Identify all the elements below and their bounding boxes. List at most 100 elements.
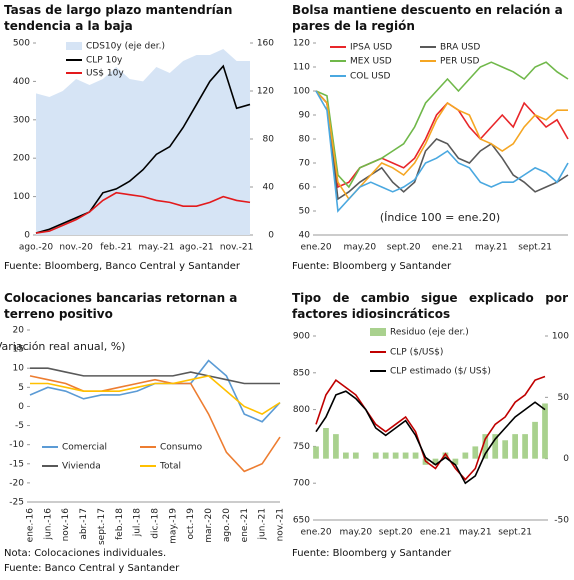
y-tick-label: 650	[293, 516, 310, 526]
line	[315, 90, 568, 201]
y2-tick-label: 80	[263, 135, 275, 145]
y-tick-label: 750	[293, 442, 310, 452]
legend-swatch	[66, 42, 82, 50]
y-tick-label: 800	[293, 405, 310, 415]
x-tick-label: jun.-16	[43, 508, 53, 541]
legend-swatch	[370, 328, 386, 336]
y-tick-label: 400	[13, 77, 30, 87]
y2-tick-label: 120	[257, 87, 274, 97]
legend-label: BRA USD	[440, 43, 480, 53]
area	[36, 49, 250, 235]
bar	[412, 452, 419, 459]
y-tick-label: 850	[293, 368, 310, 378]
legend-label: MEX USD	[350, 57, 392, 67]
y-tick-label: 15	[13, 345, 24, 355]
line	[29, 359, 281, 423]
chart-title: Tasas de largo plazo mantendrían tendenc…	[4, 3, 233, 33]
bar	[522, 434, 528, 459]
y-tick-label: 80	[299, 135, 311, 145]
x-tick-label: feb.-18	[115, 508, 125, 540]
source: Fuente: Bloomberg y Santander	[292, 548, 452, 559]
x-tick-label: oct.-19	[186, 508, 196, 540]
bar	[502, 440, 509, 459]
y-tick-label: 500	[13, 39, 30, 49]
y-tick-label: 700	[293, 479, 310, 489]
bar	[512, 434, 518, 459]
x-tick-label: may.-21	[138, 243, 174, 253]
legend-label: PER USD	[440, 57, 480, 67]
x-tick-label: ene.20	[300, 243, 331, 253]
y-tick-label: 20	[13, 326, 25, 336]
legend-label: Consumo	[160, 443, 203, 453]
bar	[432, 458, 439, 465]
legend-label: Comercial	[62, 443, 107, 453]
x-tick-label: ago.-20	[19, 243, 53, 253]
x-tick-label: may.-19	[168, 508, 178, 544]
x-tick-label: ene.20	[300, 528, 331, 538]
y-tick-label: 300	[13, 115, 30, 125]
y-tick-label: 120	[293, 39, 310, 49]
x-tick-label: jun.-21	[258, 508, 268, 540]
bar	[382, 452, 389, 459]
line	[315, 90, 569, 201]
x-tick-label: nov.-16	[61, 508, 71, 542]
x-tick-label: sept.21	[498, 528, 532, 538]
bar	[352, 452, 359, 459]
bar	[392, 452, 399, 459]
x-tick-label: nov.-21	[220, 243, 253, 253]
x-tick-label: sept.-17	[97, 508, 107, 545]
x-tick-label: may.21	[459, 528, 492, 538]
bar	[532, 421, 538, 459]
bar	[333, 434, 339, 459]
y-tick-label: 0	[24, 231, 30, 241]
bar	[482, 434, 489, 459]
x-tick-label: dic.-18	[151, 508, 161, 539]
line	[29, 375, 281, 473]
x-tick-label: ene.21	[432, 243, 463, 253]
x-tick-label: abr.-17	[79, 508, 89, 540]
y-tick-label: 900	[293, 332, 310, 342]
legend-label: Vivienda	[62, 462, 101, 472]
y-tick-label: 50	[299, 207, 311, 217]
y2-tick-label: 100	[552, 332, 569, 342]
x-tick-label: jul.-18	[133, 508, 143, 538]
y2-tick-label: 0	[563, 454, 569, 464]
bar	[313, 446, 319, 459]
line	[35, 191, 251, 234]
line	[30, 375, 281, 415]
annotation: (Índice 100 = ene.20)	[380, 211, 500, 224]
y2-tick-label: 160	[257, 39, 274, 49]
x-tick-label: ago.-20	[222, 508, 232, 542]
legend-label: COL USD	[350, 72, 391, 82]
y-tick-label: -10	[9, 440, 24, 450]
bar	[343, 452, 349, 459]
y2-tick-label: -50	[554, 516, 569, 526]
y-tick-label: 90	[299, 111, 311, 121]
y-tick-label: 40	[299, 231, 311, 241]
y-tick-label: 110	[293, 63, 310, 73]
bar	[472, 446, 479, 459]
legend-label: US$ 10y	[86, 69, 124, 79]
legend-label: CLP 10y	[86, 56, 123, 66]
y-tick-label: -25	[9, 498, 24, 508]
y-tick-label: 10	[13, 364, 25, 374]
y-tick-label: 100	[13, 192, 30, 202]
source: Fuente: Bloomberg, Banco Central y Santa…	[4, 261, 241, 272]
bar	[372, 452, 379, 459]
legend-label: IPSA USD	[350, 43, 392, 53]
y2-tick-label: 0	[268, 231, 274, 241]
legend-label: Total	[159, 462, 181, 472]
y-tick-label: -15	[9, 459, 24, 469]
y-tick-label: 5	[18, 383, 24, 393]
bar	[442, 452, 449, 459]
x-tick-label: feb.-21	[100, 243, 132, 253]
y-tick-label: 0	[18, 402, 24, 412]
x-tick-label: sept.20	[379, 528, 413, 538]
line	[30, 367, 280, 385]
legend-label: CLP estimado ($/ US$)	[390, 367, 491, 377]
y2-tick-label: 50	[558, 393, 570, 403]
legend-label: Residuo (eje der.)	[390, 328, 469, 338]
line	[315, 375, 546, 481]
chart-title: Colocaciones bancarias retornan a terren…	[4, 291, 238, 321]
